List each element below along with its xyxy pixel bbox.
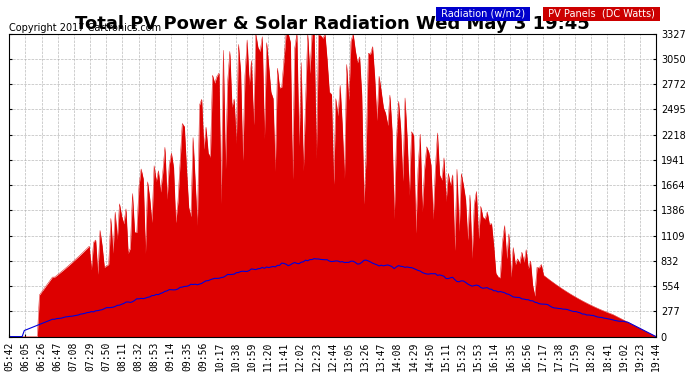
Text: Radiation (w/m2): Radiation (w/m2) bbox=[438, 9, 529, 19]
Text: Copyright 2017 Cartronics.com: Copyright 2017 Cartronics.com bbox=[9, 23, 161, 33]
Text: PV Panels  (DC Watts): PV Panels (DC Watts) bbox=[545, 9, 658, 19]
Title: Total PV Power & Solar Radiation Wed May 3 19:45: Total PV Power & Solar Radiation Wed May… bbox=[75, 15, 590, 33]
